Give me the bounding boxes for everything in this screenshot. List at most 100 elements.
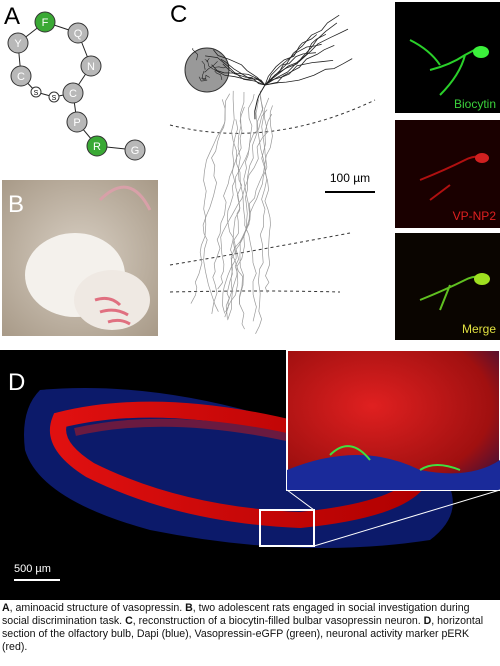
image-merge (395, 233, 500, 340)
amino-acid (66, 111, 88, 133)
sulfur-label: S (52, 95, 57, 102)
neurite (201, 60, 206, 70)
zoom-box (259, 509, 315, 547)
panel-a: A C Y F Q N C P R G S S (4, 3, 146, 161)
neurite (214, 66, 226, 69)
amino-acid (86, 135, 108, 157)
neurite (264, 33, 327, 86)
amino-acid (67, 22, 89, 44)
neurite (222, 63, 266, 86)
amino-acid (10, 65, 32, 87)
caption-label: A (2, 602, 10, 614)
neurite (257, 90, 271, 293)
neurite (225, 99, 259, 313)
neurite (206, 60, 214, 70)
neurite (205, 55, 266, 86)
amino-acid (80, 55, 102, 77)
neurite (264, 60, 334, 86)
neurite (190, 93, 231, 304)
cell (474, 273, 490, 285)
amino-acid-label: C (69, 88, 77, 100)
neurite (211, 106, 245, 314)
inset-tissue (287, 455, 500, 490)
neurite (224, 91, 245, 318)
neurite (222, 105, 273, 314)
neurite (239, 96, 268, 305)
tail (94, 296, 131, 326)
neurite (200, 74, 210, 80)
panel-label: D (8, 369, 25, 396)
amino-acid-label: C (17, 71, 25, 83)
image-label: VP-NP2 (453, 209, 497, 223)
neurite (264, 22, 338, 86)
neurite (213, 49, 266, 86)
sulfur (30, 86, 42, 98)
cell (409, 39, 481, 96)
amino-acid-label: P (73, 117, 80, 129)
neurite (217, 97, 270, 290)
caption-label: D (423, 615, 432, 627)
neurite (227, 94, 255, 321)
panel-c: C 100 µm Biocytin VP-NP2 Merge (169, 1, 500, 340)
cell (475, 153, 489, 163)
panel-label: B (8, 191, 24, 218)
image-vp-np2 (395, 120, 500, 228)
scale-label: 500 µm (14, 563, 51, 575)
neurite (255, 113, 273, 334)
inner-layer (74, 418, 402, 489)
image-label: Merge (462, 322, 496, 336)
inset-cell (329, 445, 461, 471)
neurite (264, 58, 353, 86)
neurite (264, 45, 335, 86)
amino-acid-label: G (131, 145, 140, 157)
zoom-line (286, 489, 315, 511)
neurite (202, 70, 207, 80)
caption-text: , aminoacid structure of vasopressin. (9, 602, 186, 614)
panel-d: D 500 µm (0, 349, 500, 600)
neurite (231, 90, 257, 322)
neurite (204, 61, 218, 73)
panel-b: B (2, 180, 158, 336)
neurite (225, 109, 268, 319)
amino-acid (34, 11, 56, 33)
panel-label: C (170, 1, 187, 28)
sulfur-label: S (34, 90, 39, 97)
amino-acid-label: R (93, 141, 101, 153)
tail (98, 185, 152, 211)
figure-panels: A C Y F Q N C P R G S S B C 100 µm Biocytin VP-NP2 … (0, 1, 500, 600)
cell (473, 46, 489, 58)
amino-acid (124, 139, 146, 161)
caption: A, aminoacid structure of vasopressin. B… (2, 602, 496, 654)
caption-text: , two adolescent rats engaged in social … (2, 602, 470, 627)
amino-acid-label: Q (74, 28, 83, 40)
amino-acid-label: F (42, 17, 49, 29)
caption-text: , reconstruction of a biocytin-filled bu… (132, 615, 424, 627)
caption-label: B (185, 602, 193, 614)
panel-label: A (4, 3, 20, 30)
neurite (192, 48, 199, 61)
neurite (202, 99, 226, 312)
neurite (264, 28, 349, 86)
neurite (264, 34, 318, 86)
zoom-line (313, 489, 500, 547)
granule-layer (50, 401, 433, 529)
neurite (254, 84, 266, 120)
scale-label: 100 µm (330, 171, 370, 185)
sulfur (48, 91, 60, 103)
neurite (226, 119, 245, 330)
neurite (220, 58, 266, 86)
caption-label: C (125, 615, 133, 627)
amino-acid-label: N (87, 61, 95, 73)
neurite (204, 58, 210, 62)
neurite (198, 76, 208, 82)
amino-acid (62, 82, 84, 104)
neurite (264, 43, 322, 86)
neurite (264, 14, 340, 86)
caption-text: , horizontal section of the olfactory bu… (2, 615, 484, 653)
image-label: Biocytin (454, 97, 496, 111)
amino-acid-label: Y (14, 38, 22, 50)
amino-acid (7, 32, 29, 54)
layer-boundary (169, 99, 376, 293)
neurite (214, 70, 223, 80)
